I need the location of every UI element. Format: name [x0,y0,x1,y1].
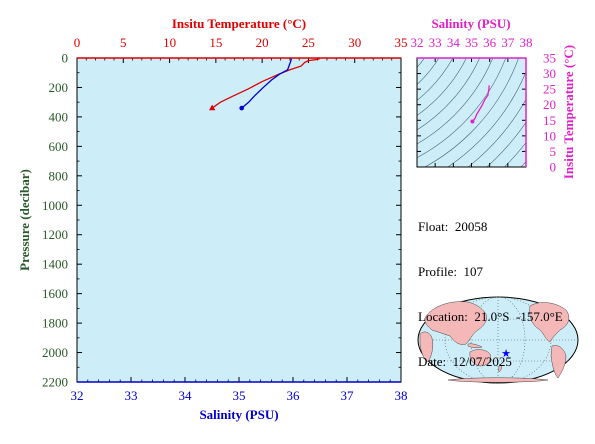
temperature-tick-label: 35 [395,35,408,50]
ts-temperature-tick-label: 15 [543,113,556,128]
salinity-end-marker [239,105,244,111]
ts-plot-area [417,58,526,167]
ts-salinity-tick-label: 32 [411,35,424,50]
land-south-america [550,345,567,379]
ts-temperature-tick-label: 25 [543,82,556,97]
salinity-tick-label: 32 [71,388,84,403]
location-value: 21.0°S -157.0°E [474,309,563,324]
world-map: ★ [417,296,579,384]
profile-value: 107 [463,264,484,279]
ts-series-group [470,85,490,124]
pressure-tick-label: 200 [49,80,69,95]
land-antarctica [447,377,549,383]
profile-label: Profile: [418,264,457,279]
temperature-tick-label: 15 [209,35,222,50]
pressure-tick-label: 1200 [42,227,68,242]
float-info-panel: Float: 20058 Profile: 107 Location: 21.0… [418,189,563,399]
pressure-tick-label: 800 [49,168,69,183]
temperature-tick-label: 20 [256,35,269,50]
ts-salinity-tick-label: 33 [429,35,442,50]
main-tick-labels: 0 5 10 15 20 25 30 35 32 33 34 35 36 37 38 0 200 400 600 80… [42,35,408,403]
ts-temperature-tick-label: 0 [550,160,557,175]
salinity-tick-label: 38 [395,388,408,403]
pressure-tick-label: 1800 [42,316,68,331]
salinity-tick-label: 35 [233,388,246,403]
main-plot-area [77,58,401,382]
pressure-tick-label: 1600 [42,286,68,301]
map-continents [419,301,570,383]
salinity-axis-title: Salinity (PSU) [199,407,278,422]
pressure-tick-label: 1000 [42,198,68,213]
float-label: Float: [418,219,449,234]
profile-row: Profile: 107 [418,264,563,279]
ts-salinity-tick-label: 38 [520,35,533,50]
date-label: Date: [418,354,447,369]
ts-salinity-tick-label: 34 [447,35,461,50]
date-value: 12/07/2025 [452,354,512,369]
temperature-tick-label: 0 [74,35,81,50]
ts-temperature-tick-label: 30 [543,66,556,81]
temperature-tick-label: 5 [120,35,127,50]
land-africa [419,331,434,363]
pressure-tick-label: 2200 [42,375,68,390]
land-indonesia [467,343,483,348]
temperature-end-marker [208,104,216,111]
land-asia [424,301,487,345]
ts-salinity-axis-title: Salinity (PSU) [431,16,510,31]
ts-temperature-axis-title: Insitu Temperature (°C) [561,45,576,179]
land-north-america [529,302,570,343]
location-row: Location: 21.0°S -157.0°E [418,309,563,324]
salinity-tick-label: 34 [179,388,193,403]
ts-temperature-tick-label: 20 [543,97,556,112]
land-new-zealand [498,363,502,373]
ts-salinity-tick-label: 37 [501,35,515,50]
float-row: Float: 20058 [418,219,563,234]
temperature-tick-label: 25 [302,35,315,50]
pressure-tick-label: 600 [49,139,69,154]
date-row: Date: 12/07/2025 [418,354,563,369]
pressure-tick-label: 0 [62,51,69,66]
ts-salinity-tick-label: 35 [465,35,478,50]
pressure-tick-label: 1400 [42,257,68,272]
temperature-tick-label: 10 [163,35,176,50]
location-label: Location: [418,309,468,324]
land-australia [469,349,491,367]
salinity-tick-label: 36 [287,388,301,403]
pressure-tick-label: 2000 [42,345,68,360]
salinity-tick-label: 33 [125,388,138,403]
ts-temperature-tick-label: 35 [543,51,556,66]
pressure-tick-label: 400 [49,109,69,124]
float-value: 20058 [454,219,488,234]
ts-temperature-tick-label: 5 [550,144,557,159]
ts-salinity-tick-label: 36 [483,35,497,50]
ts-end-marker [470,119,475,124]
float-location-marker: ★ [501,348,511,360]
temperature-tick-label: 30 [348,35,361,50]
ts-temperature-tick-label: 10 [543,128,556,143]
ts-curve [471,85,490,122]
temperature-axis-title: Insitu Temperature (°C) [172,16,306,31]
main-series-group [208,58,320,111]
salinity-tick-label: 37 [341,388,355,403]
salinity-profile-line [241,58,293,109]
pressure-axis-title: Pressure (decibar) [17,169,32,271]
